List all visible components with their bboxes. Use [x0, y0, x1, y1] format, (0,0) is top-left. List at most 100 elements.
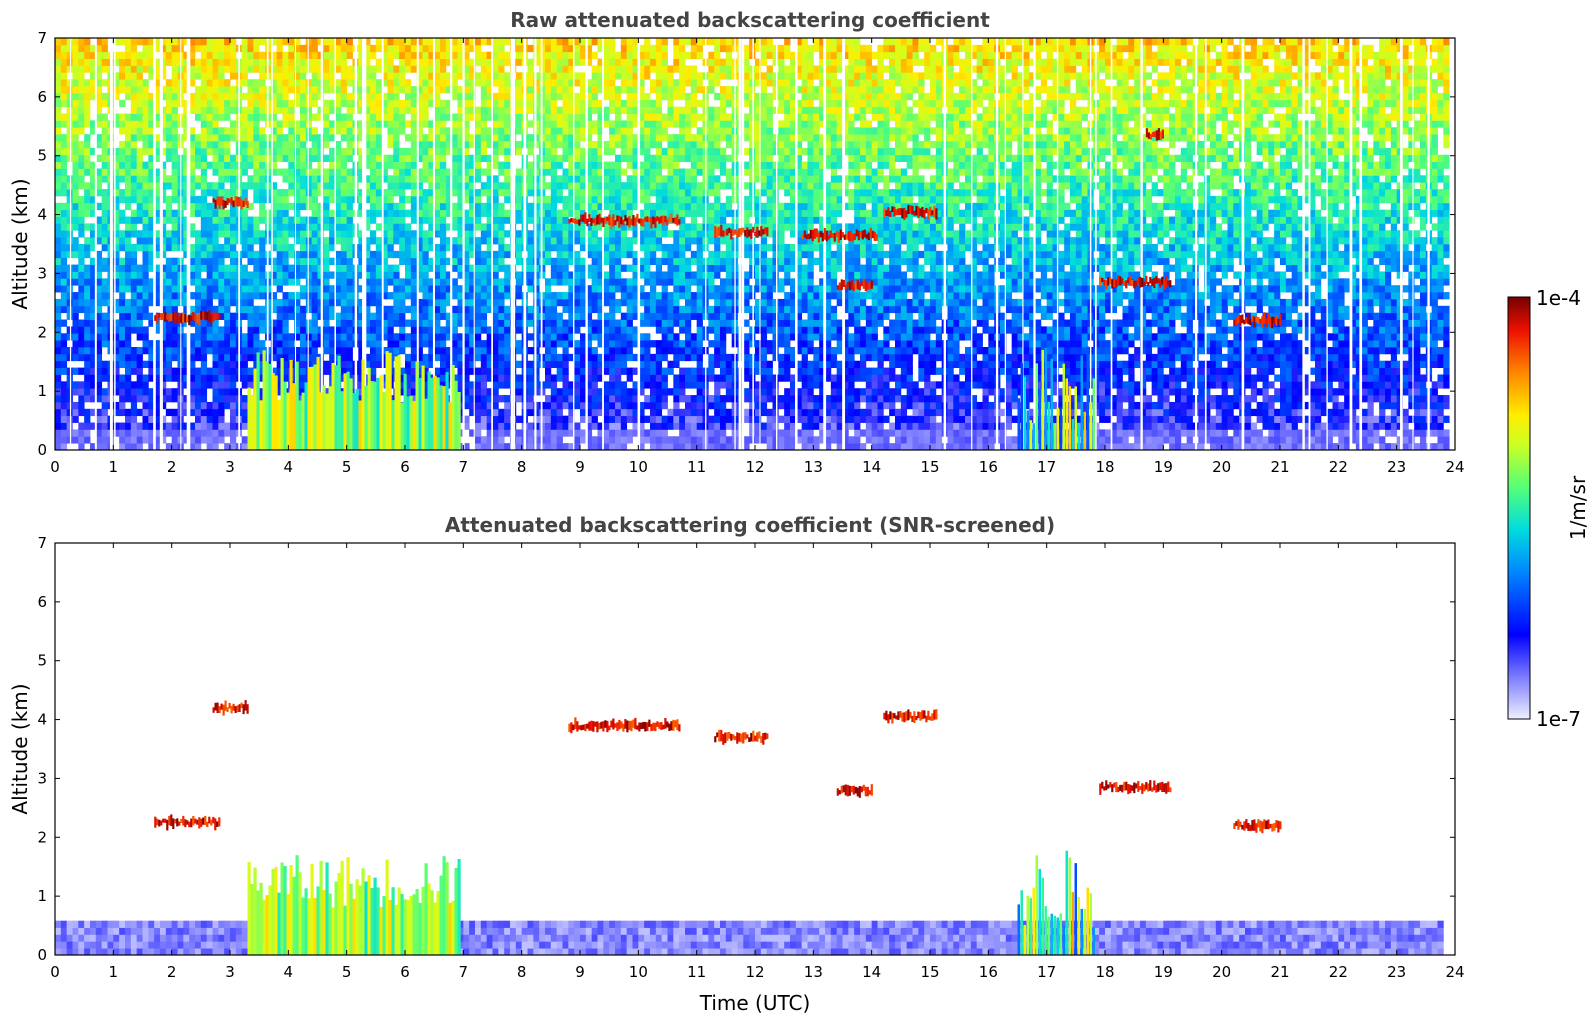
heatmap-cell — [422, 51, 429, 59]
heatmap-cell — [381, 79, 388, 87]
heatmap-cell — [434, 79, 441, 87]
heatmap-cell — [562, 292, 569, 300]
heatmap-cell — [218, 134, 225, 142]
heatmap-cell — [317, 168, 324, 176]
heatmap-cell — [247, 154, 254, 162]
heatmap-cell — [212, 58, 219, 66]
heatmap-cell — [556, 374, 563, 382]
heatmap-cell — [300, 79, 307, 87]
heatmap-cell — [556, 292, 563, 300]
heatmap-cell — [288, 51, 295, 59]
heatmap-cell — [60, 415, 68, 423]
heatmap-cell — [119, 292, 126, 300]
heatmap-cell — [218, 360, 225, 368]
heatmap-cell — [189, 395, 196, 403]
heatmap-cell — [212, 72, 219, 80]
heatmap-cell — [66, 422, 73, 430]
heatmap-cell — [206, 401, 213, 410]
heatmap-cell — [136, 244, 143, 252]
heatmap-cell — [311, 340, 318, 348]
heatmap-cell — [416, 360, 423, 368]
heatmap-cell — [556, 195, 563, 204]
heatmap-cell — [60, 168, 68, 176]
heatmap-cell — [206, 182, 213, 190]
heatmap-cell — [206, 415, 213, 423]
heatmap-cell — [498, 113, 505, 121]
heatmap-cell — [101, 223, 108, 231]
heatmap-cell — [434, 65, 441, 73]
heatmap-cell — [148, 429, 155, 437]
heatmap-cell — [364, 381, 371, 389]
heatmap-cell — [224, 38, 231, 46]
heatmap-cell — [90, 168, 97, 176]
heatmap-cell — [130, 285, 138, 293]
heatmap-cell — [230, 374, 237, 382]
heatmap-cell — [585, 367, 593, 375]
heatmap-cell — [405, 65, 412, 73]
heatmap-cell — [410, 175, 418, 183]
heatmap-cell — [486, 230, 493, 238]
heatmap-cell — [381, 305, 388, 314]
heatmap-cell — [597, 106, 604, 114]
heatmap-cell — [113, 244, 120, 252]
heatmap-cell — [480, 285, 488, 293]
heatmap-cell — [568, 79, 575, 87]
heatmap-cell — [346, 120, 353, 128]
heatmap-cell — [416, 202, 423, 211]
heatmap-cell — [55, 72, 62, 80]
heatmap-cell — [527, 388, 534, 396]
heatmap-cell — [300, 161, 307, 169]
heatmap-cell — [311, 305, 318, 314]
heatmap-cell — [463, 395, 470, 403]
heatmap-cell — [305, 244, 313, 252]
heatmap-cell — [72, 271, 79, 279]
heatmap-cell — [451, 127, 458, 135]
heatmap-cell — [288, 106, 295, 114]
heatmap-cell — [171, 319, 178, 327]
heatmap-cell — [119, 298, 126, 307]
heatmap-cell — [393, 264, 400, 272]
heatmap-cell — [288, 58, 295, 66]
heatmap-cell — [416, 237, 423, 245]
heatmap-cell — [597, 134, 604, 142]
heatmap-cell — [224, 113, 231, 121]
heatmap-cell — [218, 51, 225, 59]
heatmap-cell — [568, 415, 575, 423]
heatmap-cell — [469, 86, 476, 94]
heatmap-cell — [300, 353, 307, 362]
heatmap-cell — [171, 305, 178, 314]
heatmap-cell — [136, 147, 143, 156]
heatmap-cell — [84, 381, 91, 389]
heatmap-cell — [218, 113, 225, 121]
heatmap-cell — [95, 38, 103, 46]
heatmap-cell — [562, 106, 569, 114]
heatmap-cell — [498, 340, 505, 348]
heatmap-cell — [84, 436, 91, 444]
heatmap-cell — [440, 374, 447, 382]
heatmap-cell — [381, 374, 388, 382]
heatmap-cell — [387, 216, 394, 224]
heatmap-cell — [550, 223, 558, 231]
heatmap-cell — [469, 250, 476, 259]
heatmap-cell — [195, 278, 202, 286]
heatmap-cell — [66, 305, 73, 314]
heatmap-cell — [241, 223, 248, 231]
heatmap-cell — [410, 38, 418, 46]
heatmap-cell — [346, 319, 353, 327]
heatmap-cell — [55, 79, 62, 87]
heatmap-cell — [504, 154, 511, 162]
heatmap-cell — [463, 51, 470, 59]
heatmap-cell — [230, 230, 237, 238]
heatmap-cell — [95, 429, 103, 437]
heatmap-cell — [55, 436, 62, 444]
heatmap-cell — [381, 38, 388, 46]
heatmap-cell — [154, 106, 161, 114]
heatmap-cell — [300, 340, 307, 348]
heatmap-cell — [329, 147, 336, 156]
heatmap-cell — [113, 264, 120, 272]
heatmap-cell — [375, 250, 383, 259]
heatmap-cell — [230, 443, 237, 451]
heatmap-cell — [241, 305, 248, 314]
heatmap-cell — [457, 92, 464, 101]
